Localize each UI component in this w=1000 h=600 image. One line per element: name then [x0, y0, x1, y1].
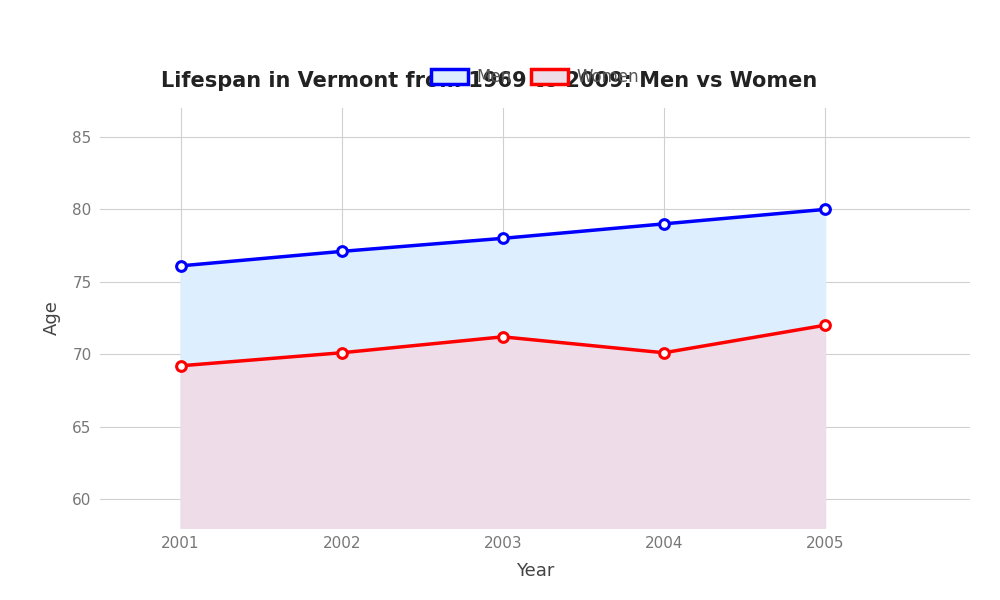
Text: Lifespan in Vermont from 1969 to 2009: Men vs Women: Lifespan in Vermont from 1969 to 2009: M…: [161, 71, 817, 91]
X-axis label: Year: Year: [516, 562, 554, 580]
Y-axis label: Age: Age: [43, 301, 61, 335]
Legend: Men, Women: Men, Women: [424, 62, 646, 93]
